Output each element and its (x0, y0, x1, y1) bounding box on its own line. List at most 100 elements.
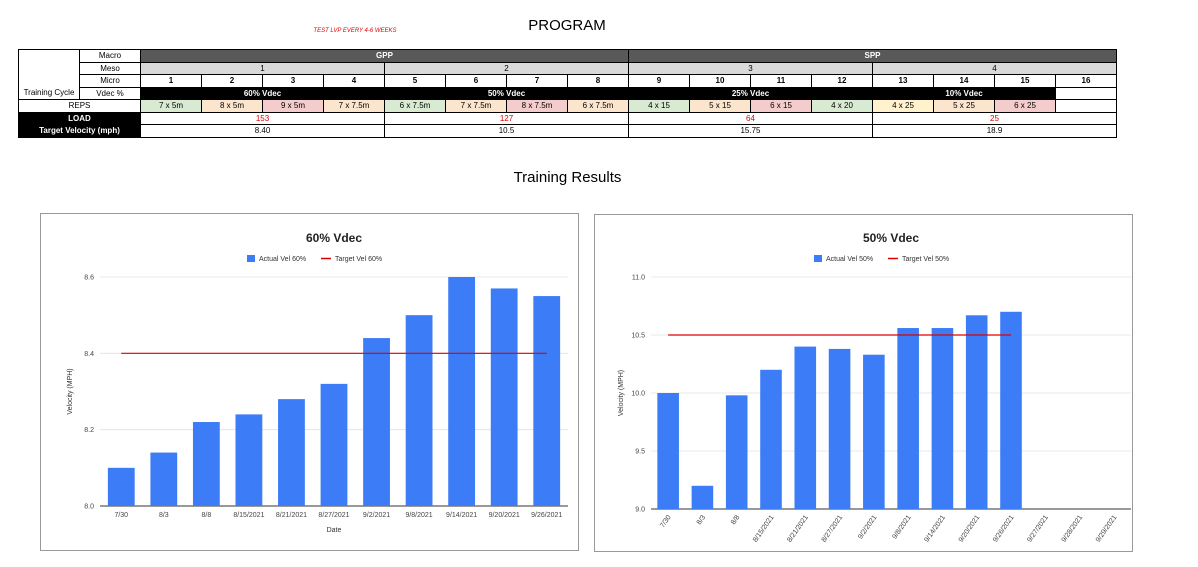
chart-title: 50% Vdec (863, 231, 919, 245)
target-velocity-row: Target Velocity (mph) 8.40 10.5 15.75 18.9 (18, 124, 1117, 138)
test-note: TEST LVP EVERY 4-6 WEEKS (313, 28, 397, 34)
chart-50-vdec-panel: 50% Vdec Actual Vel 50% Target Vel 50% 9.0 9… (594, 214, 1133, 552)
vdec-row: Vdec % 60% Vdec 50% Vdec 25% Vdec 10% Vdec (19, 86, 1117, 100)
bar-9-8-2021 (405, 315, 433, 506)
x-tick-label: 9/26/2021 (992, 514, 1016, 544)
bar-9-2-2021 (363, 338, 390, 506)
target-velocity-block-1: 8.40 (140, 124, 385, 138)
chart-60-vdec: 60% Vdec Actual Vel 60% Target Vel 60% 8.0 8… (67, 231, 568, 534)
bar-8-21-2021 (794, 346, 817, 509)
y-tick-label: 10.5 (631, 333, 645, 340)
x-tick-label: 9/28/2021 (1061, 514, 1085, 544)
y-tick-label: 8.0 (84, 504, 94, 511)
x-tick-label: 8/21/2021 (276, 512, 307, 519)
week-11: 11 (750, 74, 812, 88)
load-block-2: 127 (384, 111, 629, 125)
legend-label-actual: Actual Vel 50% (826, 256, 873, 263)
load-label: LOAD (18, 111, 141, 125)
y-axis-label: Velocity (MPH) (67, 368, 74, 414)
x-tick-label: 9/2/2021 (363, 512, 390, 519)
results-title: Training Results (513, 169, 622, 186)
bar-9-20-2021 (490, 288, 518, 506)
reps-week-13: 4 x 25 (872, 99, 934, 113)
reps-week-16 (1055, 99, 1117, 113)
week-5: 5 (384, 74, 446, 88)
legend-swatch-actual (814, 255, 822, 262)
meso-1: 1 (140, 61, 385, 75)
load-row: LOAD 153 127 64 25 (18, 111, 1117, 125)
x-tick-label: 7/30 (114, 512, 128, 519)
reps-week-10: 5 x 15 (689, 99, 751, 113)
y-tick-label: 8.4 (84, 351, 94, 358)
bar-8-3 (691, 485, 714, 509)
legend-swatch-actual (247, 255, 255, 262)
week-14: 14 (933, 74, 995, 88)
bar-8-27-2021 (828, 348, 851, 509)
bar-8-15-2021 (760, 369, 782, 509)
macro-label: Macro (79, 49, 141, 63)
load-block-1: 153 (140, 111, 385, 125)
x-tick-label: 9/8/2021 (891, 514, 912, 540)
x-tick-label: 8/3 (696, 514, 707, 526)
bar-8-21-2021 (278, 399, 305, 506)
reps-week-1: 7 x 5m (140, 99, 202, 113)
meso-row: Meso 1 2 3 4 (19, 61, 1117, 75)
reps-week-7: 8 x 7.5m (506, 99, 568, 113)
week-16: 16 (1055, 74, 1117, 88)
y-tick-label: 9.5 (635, 449, 645, 456)
chart-60-vdec-panel: 60% Vdec Actual Vel 60% Target Vel 60% 8.0 8… (40, 213, 579, 551)
x-axis-label: Date (327, 527, 342, 534)
macro-spp: SPP (628, 49, 1117, 63)
x-tick-label: 9/29/2021 (1095, 514, 1119, 544)
bar-7-30 (107, 467, 135, 506)
bar-9-14-2021 (448, 277, 476, 506)
micro-row: Micro 1 2 3 4 5 6 7 8 9 10 11 12 13 14 15 16 (19, 74, 1117, 88)
reps-week-8: 6 x 7.5m (567, 99, 629, 113)
x-tick-label: 8/8 (730, 514, 741, 526)
y-tick-label: 8.2 (84, 427, 94, 434)
x-tick-label: 7/30 (659, 514, 673, 529)
program-title: PROGRAM (528, 17, 606, 34)
target-velocity-block-3: 15.75 (628, 124, 873, 138)
x-tick-label: 8/15/2021 (233, 512, 264, 519)
reps-week-4: 7 x 7.5m (323, 99, 385, 113)
chart-legend: Actual Vel 60% Target Vel 60% (247, 255, 382, 263)
bar-9-14-2021 (931, 328, 954, 509)
reps-row: REPS 7 x 5m 8 x 5m 9 x 5m 7 x 7.5m 6 x 7.5m 7 … (18, 99, 1117, 113)
week-12: 12 (811, 74, 873, 88)
vdec-4: 10% Vdec (872, 86, 1056, 100)
bar-9-26-2021 (533, 296, 561, 506)
week-2: 2 (201, 74, 263, 88)
meso-3: 3 (628, 61, 873, 75)
week-6: 6 (445, 74, 507, 88)
bar-8-3 (150, 452, 178, 506)
week-4: 4 (323, 74, 385, 88)
x-tick-label: 8/8 (201, 512, 211, 519)
target-velocity-label: Target Velocity (mph) (18, 124, 141, 138)
y-tick-label: 10.0 (631, 391, 645, 398)
program-table: Training Cycle Macro GPP SPP Meso 1 2 3 4 Micro 1 2… (18, 49, 1117, 138)
x-tick-label: 8/27/2021 (821, 514, 845, 544)
y-tick-label: 9.0 (635, 507, 645, 514)
vdec-2: 50% Vdec (384, 86, 629, 100)
bar-9-20-2021 (965, 315, 988, 509)
reps-week-5: 6 x 7.5m (384, 99, 446, 113)
legend-label-target: Target Vel 50% (902, 256, 949, 263)
week-3: 3 (262, 74, 324, 88)
bar-8-8 (725, 395, 748, 509)
legend-label-actual: Actual Vel 60% (259, 256, 306, 263)
bar-7-30 (657, 393, 679, 509)
week-13: 13 (872, 74, 934, 88)
chart-legend: Actual Vel 50% Target Vel 50% (814, 255, 949, 263)
macro-row: Training Cycle Macro GPP SPP (18, 49, 1117, 100)
meso-4: 4 (872, 61, 1117, 75)
bar-9-26-2021 (1000, 311, 1022, 509)
x-tick-label: 9/14/2021 (923, 514, 947, 544)
training-cycle-label: Training Cycle (18, 49, 80, 100)
x-tick-label: 9/20/2021 (958, 514, 982, 544)
reps-week-2: 8 x 5m (201, 99, 263, 113)
x-tick-label: 9/2/2021 (857, 514, 878, 540)
x-tick-label: 9/27/2021 (1026, 514, 1050, 544)
x-tick-label: 9/8/2021 (405, 512, 432, 519)
week-15: 15 (994, 74, 1056, 88)
